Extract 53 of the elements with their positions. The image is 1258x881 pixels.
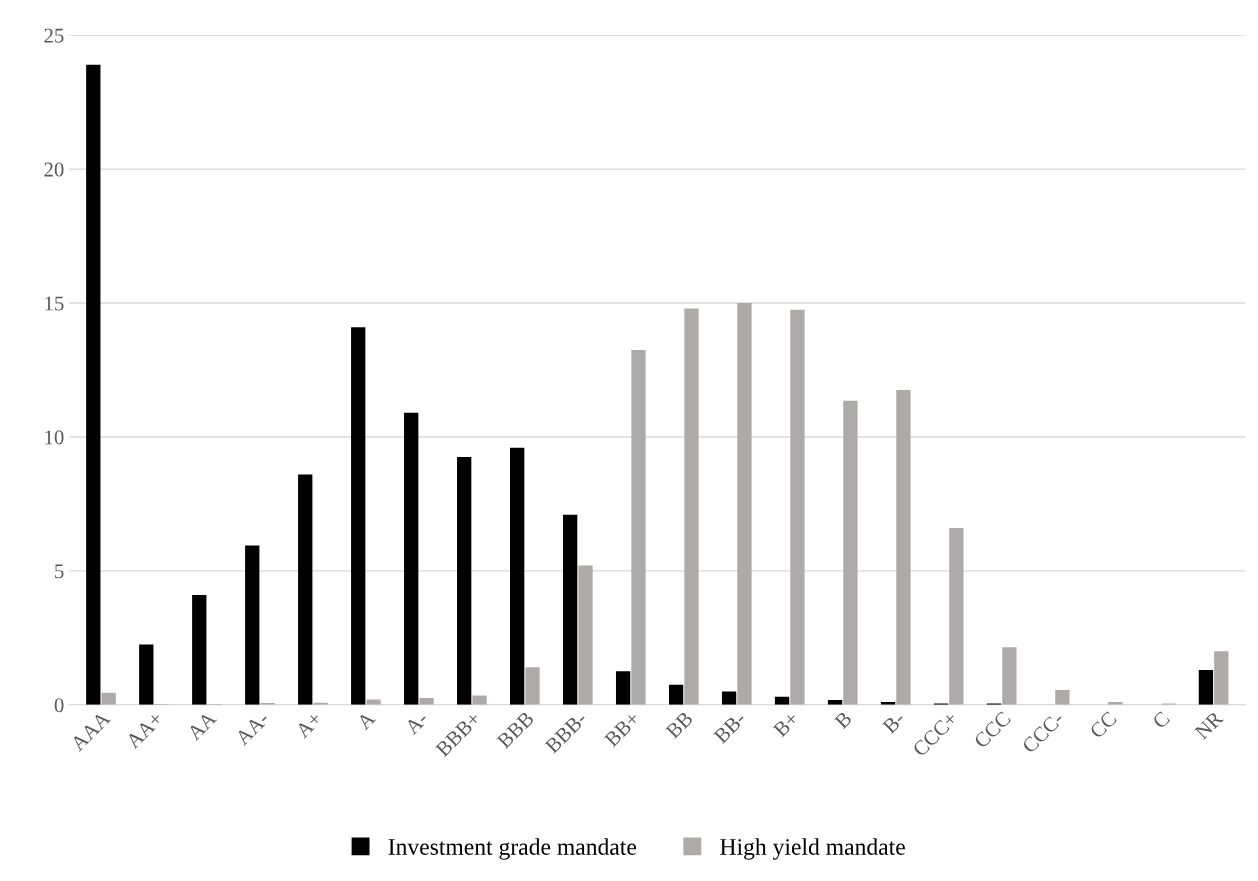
y-tick-label: 25	[44, 28, 64, 43]
x-tick-label: BB-	[713, 710, 747, 745]
bar	[631, 349, 646, 705]
y-tick-label: 10	[45, 430, 64, 445]
y-tick-label: 15	[45, 296, 64, 311]
y-tick-label: 20	[44, 162, 64, 177]
bar	[525, 667, 540, 705]
bar	[404, 412, 419, 705]
x-tick-label: B-	[882, 710, 906, 735]
bar	[245, 545, 260, 705]
bar	[1198, 669, 1214, 705]
y-tick-label: 0	[54, 698, 64, 713]
x-tick-label: BB	[665, 710, 694, 740]
bar	[192, 594, 207, 705]
bar	[790, 309, 805, 705]
bar	[351, 327, 366, 705]
bar	[684, 308, 699, 705]
bar	[721, 691, 737, 705]
bar	[298, 474, 313, 705]
bar	[843, 400, 858, 705]
bar	[896, 390, 911, 705]
bar	[510, 447, 525, 705]
x-tick-label: A+	[294, 710, 323, 739]
x-tick-label: A-	[403, 710, 429, 736]
bar	[1055, 690, 1070, 705]
x-tick-label: B+	[772, 710, 800, 738]
bar	[1214, 651, 1229, 705]
bar	[419, 698, 434, 705]
bar	[668, 684, 684, 705]
bar	[737, 303, 752, 705]
bar	[366, 699, 381, 705]
x-tick-label: A	[355, 710, 377, 731]
legend-label: High yield mandate	[720, 838, 905, 860]
bar	[86, 64, 101, 705]
bar	[949, 528, 964, 705]
bar	[139, 644, 154, 705]
bar	[472, 695, 487, 705]
x-tick-label: BB+	[603, 710, 641, 748]
x-tick-label: B	[833, 710, 853, 730]
bar	[578, 565, 593, 705]
legend-label: Investment grade mandate	[388, 838, 637, 860]
bar	[101, 692, 116, 705]
y-tick-label: 5	[55, 564, 64, 579]
x-tick-label: NR	[1194, 710, 1224, 740]
bar	[1002, 647, 1017, 705]
x-tick-label: AA-	[234, 710, 270, 746]
x-tick-label: CC	[1089, 710, 1118, 740]
x-tick-label: C	[1151, 710, 1171, 730]
bar	[615, 671, 631, 705]
x-tick-label: AA+	[125, 710, 164, 750]
bar	[562, 514, 578, 705]
x-tick-label: AA	[186, 710, 218, 742]
bar	[457, 457, 472, 705]
